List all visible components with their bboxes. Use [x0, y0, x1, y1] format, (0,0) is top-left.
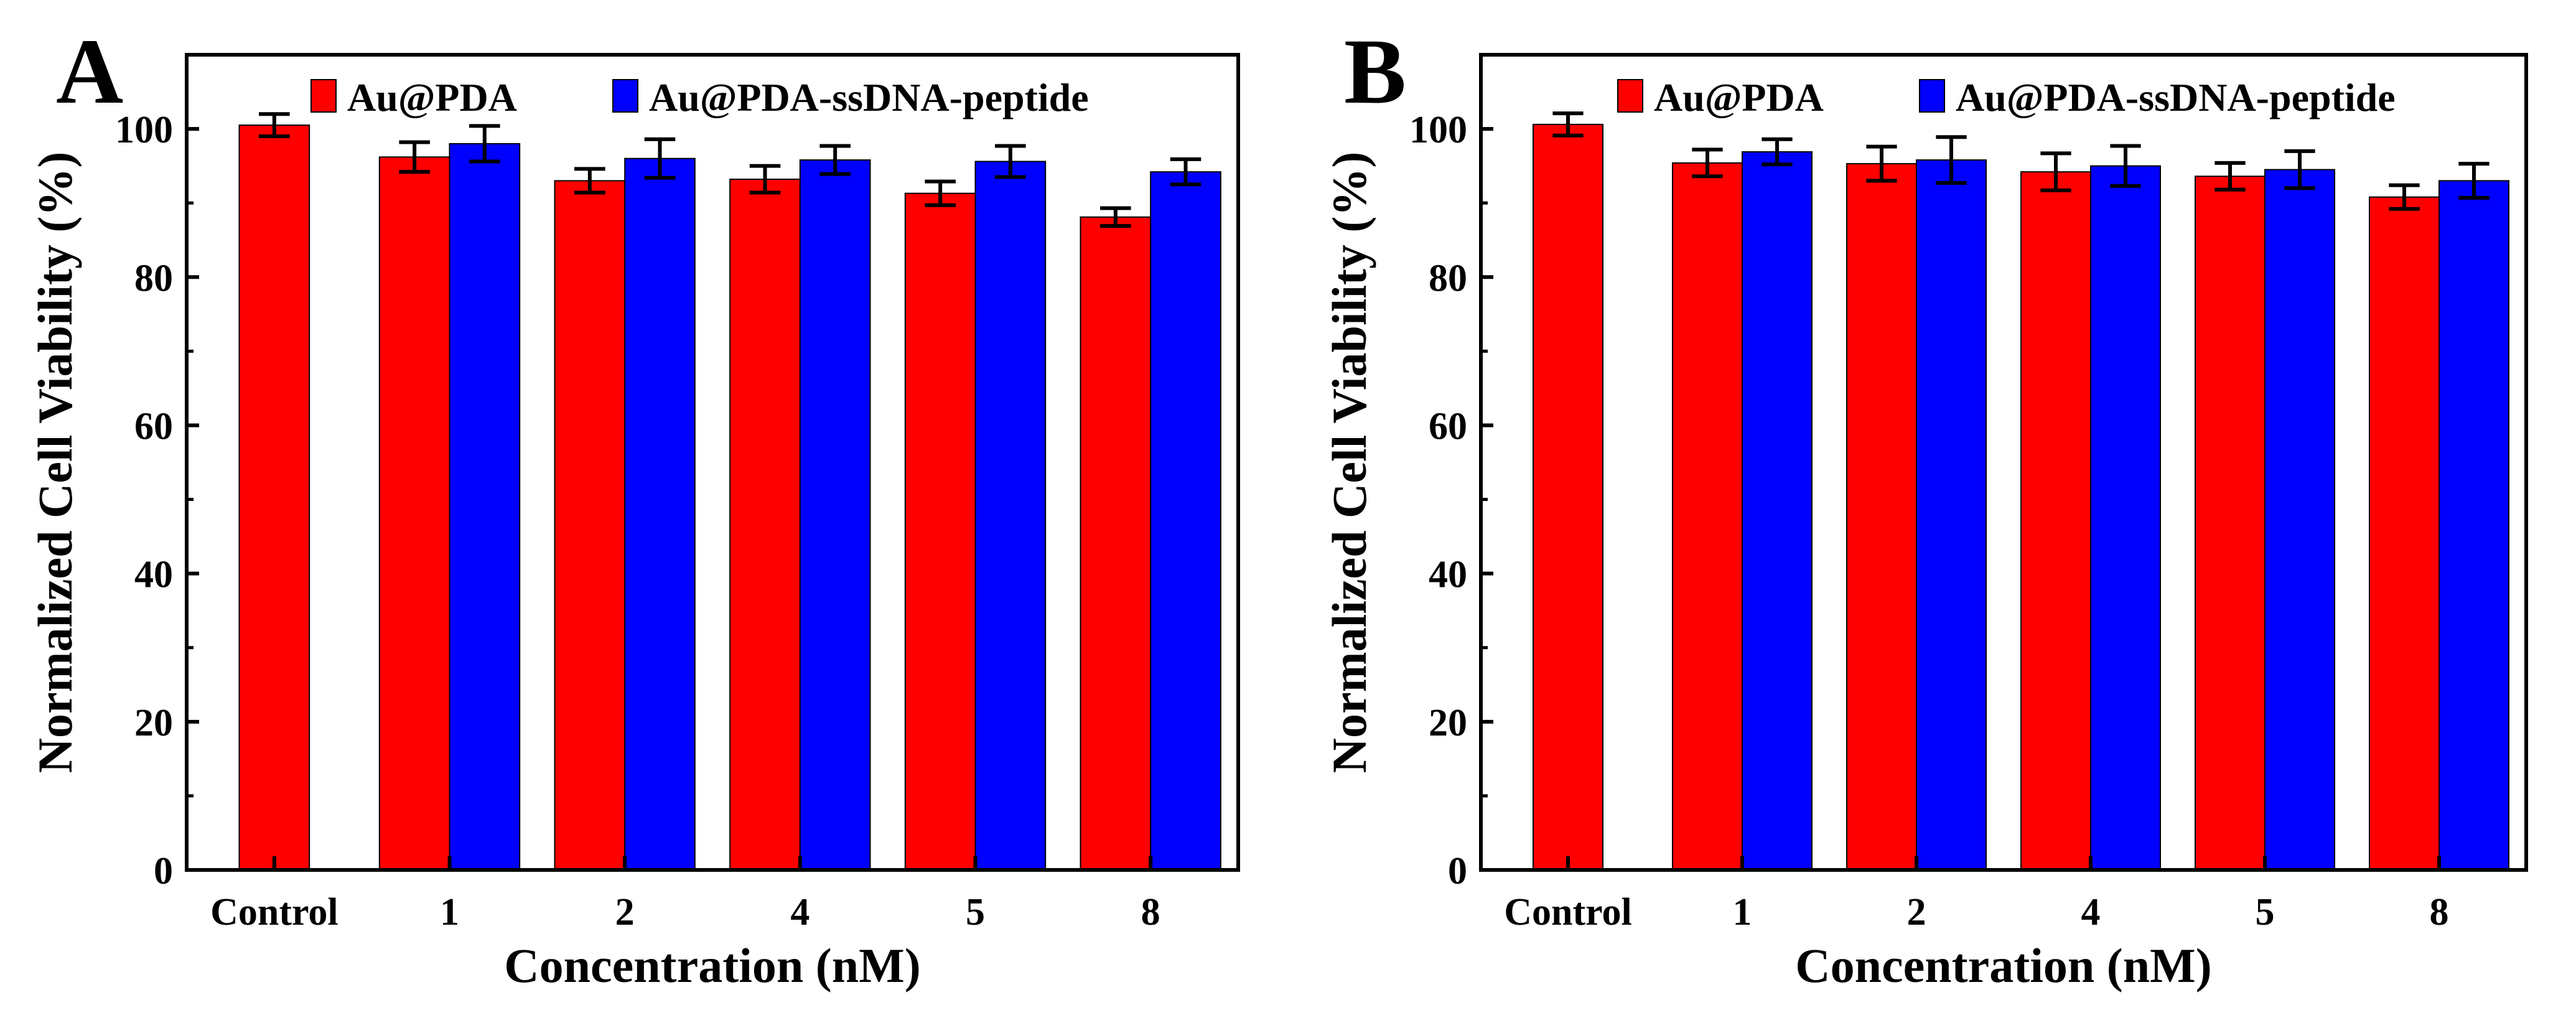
y-tick-label-80: 80: [1429, 257, 1467, 299]
bar-au-pda-control: [1533, 123, 1603, 871]
legend-swatch-1: [612, 79, 638, 113]
x-tick-label-2: 2: [1907, 891, 1926, 933]
y-tick-label-60: 60: [1429, 405, 1467, 447]
x-tick-label-control: Control: [1504, 891, 1632, 933]
bar-au-pda-1: [378, 156, 450, 871]
bar-au-pda-8: [1080, 216, 1152, 871]
y-tick-label-80: 80: [134, 257, 173, 299]
bar-au-pda-ssdna-peptide-2: [1916, 159, 1987, 871]
plot-frame: [185, 53, 1240, 872]
x-tick-label-8: 8: [2430, 891, 2449, 933]
x-axis-title: Concentration (nM): [1795, 938, 2211, 993]
bar-au-pda-5: [904, 192, 976, 871]
y-tick-label-0: 0: [1448, 850, 1467, 892]
panel-label: B: [1344, 20, 1406, 123]
legend-label-0: Au@PDA: [1654, 75, 1824, 119]
bar-au-pda-4: [729, 179, 801, 871]
x-tick-label-4: 4: [2081, 891, 2101, 933]
legend-label-1: Au@PDA-ssDNA-peptide: [649, 75, 1089, 119]
bar-au-pda-ssdna-peptide-8: [1150, 171, 1221, 871]
bar-au-pda-2: [554, 180, 626, 871]
bar-au-pda-ssdna-peptide-1: [449, 143, 521, 871]
panel-a: 0 20 40 60 80 100 Control 1 2 4 5 8 Concentration (n…: [28, 20, 1240, 993]
legend-swatch-1: [1919, 79, 1945, 113]
y-tick-label-0: 0: [154, 850, 173, 892]
legend-label-1: Au@PDA-ssDNA-peptide: [1956, 75, 2396, 119]
panel-label: A: [56, 20, 123, 123]
bar-au-pda-ssdna-peptide-4: [2090, 165, 2161, 871]
x-tick-label-5: 5: [2256, 891, 2275, 933]
y-tick-label-100: 100: [115, 109, 173, 151]
y-tick-label-40: 40: [134, 554, 173, 596]
bar-au-pda-4: [2020, 171, 2091, 871]
bar-au-pda-control: [238, 124, 310, 871]
y-tick-label-20: 20: [134, 702, 173, 744]
bar-au-pda-ssdna-peptide-4: [799, 159, 871, 871]
bar-au-pda-ssdna-peptide-8: [2438, 180, 2509, 871]
legend-swatch-0: [1617, 79, 1643, 113]
x-axis-title: Concentration (nM): [504, 938, 920, 993]
plot-frame: [1479, 53, 2528, 872]
bar-au-pda-ssdna-peptide-5: [974, 161, 1047, 871]
legend-label-0: Au@PDA: [347, 75, 517, 119]
legend-swatch-0: [310, 79, 337, 113]
x-tick-label-2: 2: [615, 891, 635, 933]
bar-au-pda-ssdna-peptide-2: [624, 157, 696, 871]
x-tick-label-4: 4: [790, 891, 810, 933]
bar-au-pda-2: [1846, 163, 1917, 871]
y-tick-label-60: 60: [134, 405, 173, 447]
bar-au-pda-ssdna-peptide-1: [1742, 151, 1813, 871]
y-tick-label-20: 20: [1429, 702, 1467, 744]
bar-au-pda-ssdna-peptide-5: [2264, 169, 2335, 871]
x-tick-label-1: 1: [440, 891, 459, 933]
bar-au-pda-5: [2195, 175, 2266, 871]
x-tick-label-control: Control: [210, 891, 338, 933]
y-tick-label-40: 40: [1429, 554, 1467, 596]
y-axis-title: Normalized Cell Viability (%): [28, 152, 82, 773]
y-axis-title: Normalized Cell Viability (%): [1322, 152, 1376, 773]
y-tick-label-100: 100: [1409, 109, 1467, 151]
bar-au-pda-1: [1672, 162, 1743, 871]
panel-b: 0 20 40 60 80 100 Control 1 2 4 5 8 Concentration (n…: [1322, 20, 2528, 993]
x-tick-label-1: 1: [1733, 891, 1752, 933]
x-tick-label-5: 5: [966, 891, 985, 933]
x-tick-label-8: 8: [1141, 891, 1160, 933]
bar-au-pda-8: [2369, 196, 2440, 871]
